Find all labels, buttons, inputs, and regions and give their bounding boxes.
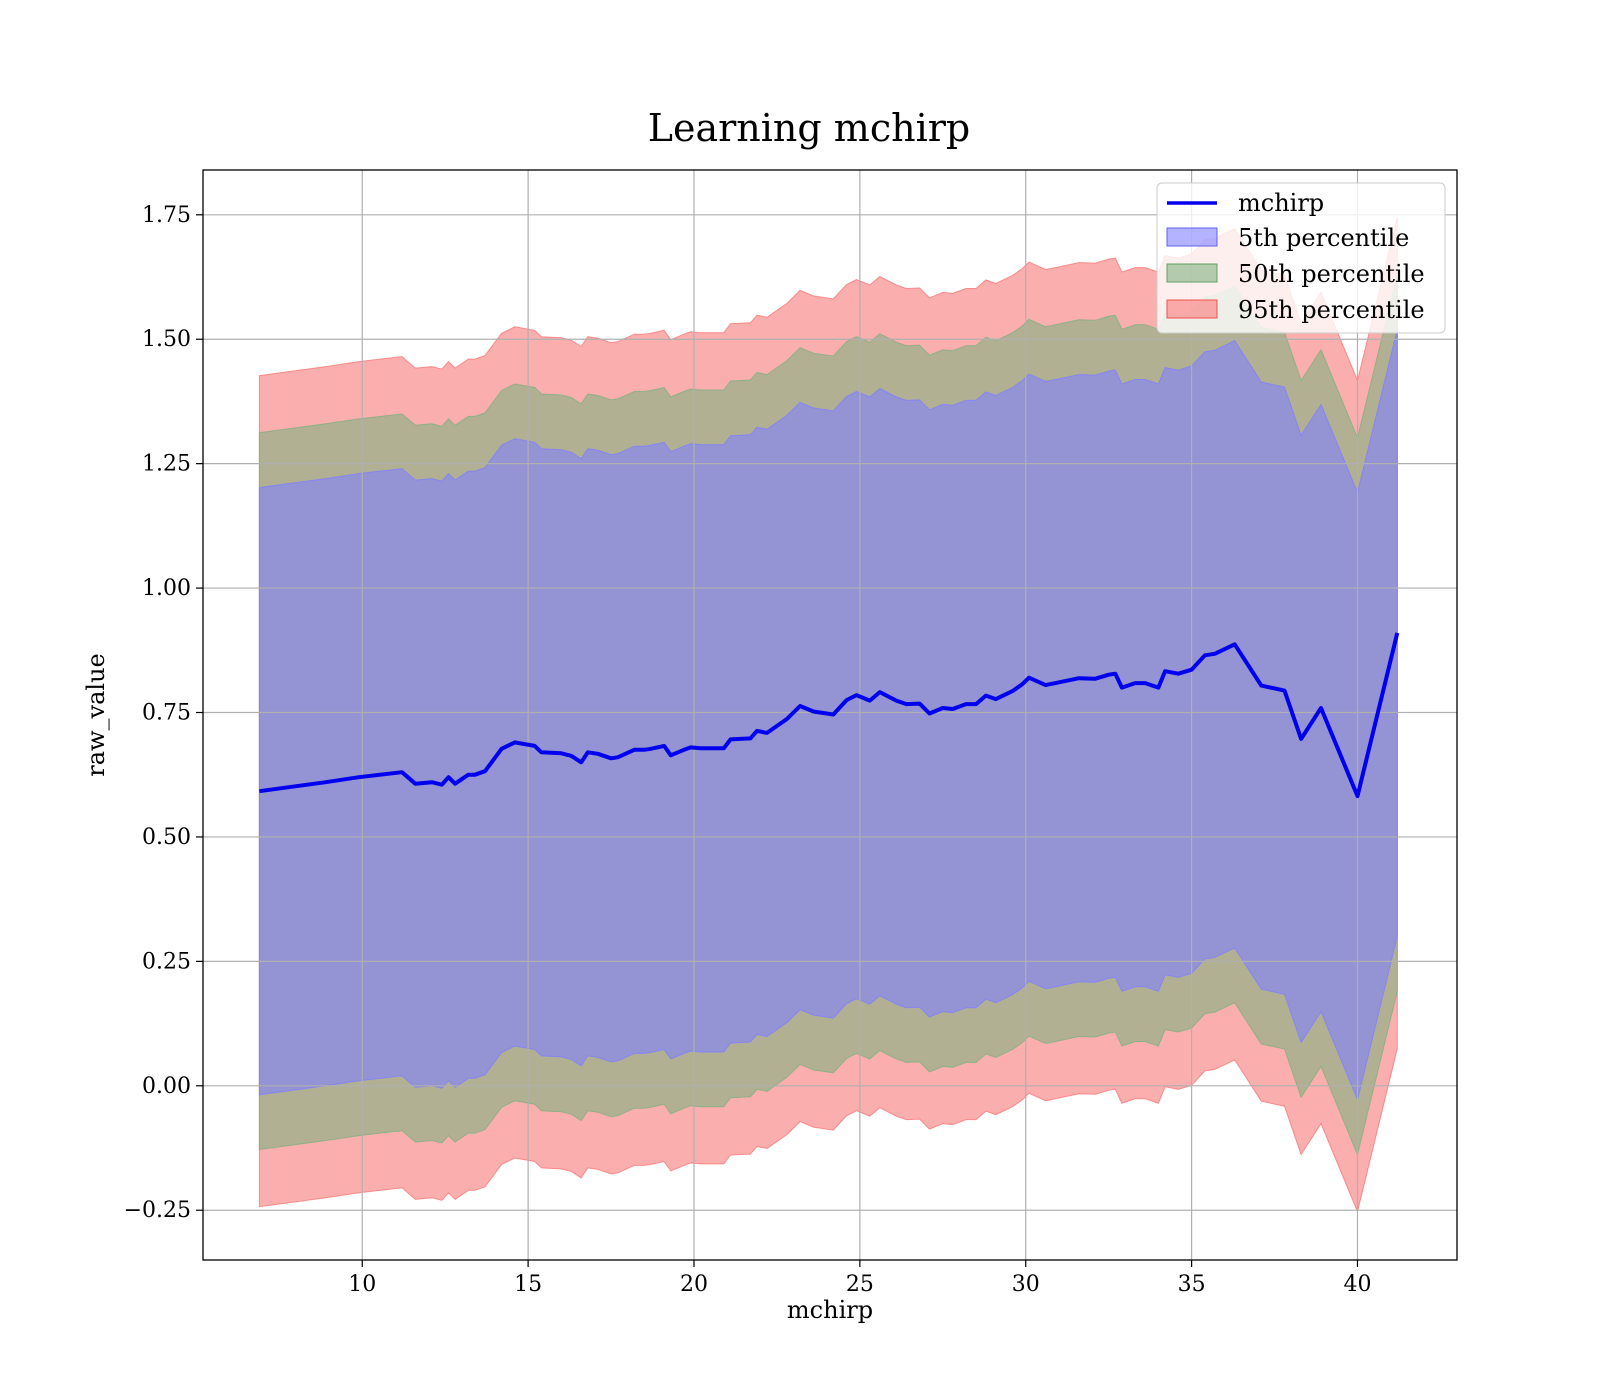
- y-axis-ticks: −0.25 0.00 0.25 0.50 0.75 1.00 1.25 1.50 1.75: [124, 203, 203, 1223]
- x-tick-label: 40: [1343, 1272, 1371, 1297]
- legend-box: [1156, 182, 1446, 334]
- y-axis-label: raw_value: [82, 653, 110, 777]
- x-tick-label: 15: [514, 1272, 542, 1297]
- legend-label-5th: 5th percentile: [1238, 224, 1409, 252]
- x-tick-label: 35: [1178, 1272, 1206, 1297]
- y-tick-label: 1.00: [142, 576, 191, 601]
- y-tick-label: 0.25: [142, 949, 191, 974]
- legend: mchirp 5th percentile 50th percentile 95…: [1156, 182, 1446, 334]
- x-tick-label: 20: [680, 1272, 708, 1297]
- grid-layer: [203, 170, 1457, 1260]
- chart-title: Learning mchirp: [648, 106, 970, 150]
- x-tick-label: 30: [1012, 1272, 1040, 1297]
- legend-swatch-95th: [1166, 299, 1218, 319]
- x-axis-label: mchirp: [787, 1296, 873, 1324]
- x-tick-label: 25: [846, 1272, 874, 1297]
- legend-label-mchirp: mchirp: [1238, 189, 1324, 217]
- series-line-mchirp: [259, 632, 1400, 799]
- x-tick-label: 10: [348, 1272, 376, 1297]
- plot-frame: [202, 169, 1458, 1261]
- x-axis-ticks: 10 15 20 25 30 35 40: [348, 1260, 1371, 1297]
- line-layer: [259, 632, 1400, 799]
- y-tick-label: 0.50: [142, 825, 191, 850]
- legend-swatch-5th: [1166, 227, 1218, 247]
- legend-label-95th: 95th percentile: [1238, 296, 1425, 324]
- legend-swatch-50th: [1166, 263, 1218, 283]
- y-tick-label: 1.75: [142, 203, 191, 228]
- y-tick-label: 0.75: [142, 701, 191, 726]
- y-tick-label: 0.00: [142, 1074, 191, 1099]
- y-tick-label: 1.25: [142, 452, 191, 477]
- y-tick-label: −0.25: [124, 1198, 191, 1223]
- legend-label-50th: 50th percentile: [1238, 260, 1425, 288]
- y-tick-label: 1.50: [142, 327, 191, 352]
